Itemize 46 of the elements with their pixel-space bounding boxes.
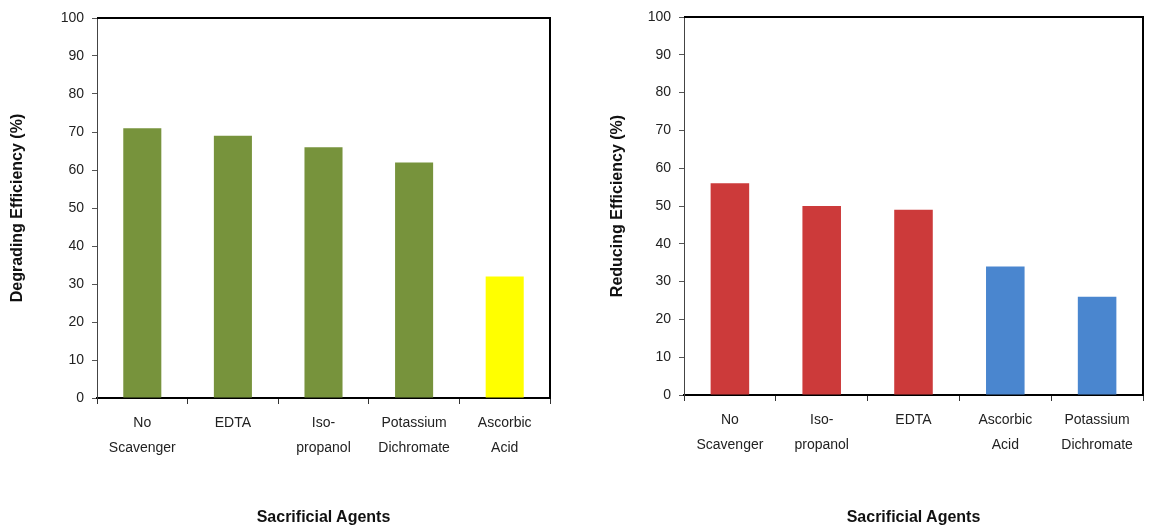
x-tick-label: No Scavenger	[108, 414, 177, 455]
y-tick-label: 60	[68, 160, 85, 177]
y-tick-label: 40	[68, 236, 85, 253]
y-tick-label: 30	[655, 272, 672, 289]
x-tick-label: EDTA	[895, 411, 933, 428]
x-tick-label: Iso-propanol	[794, 411, 849, 452]
bar	[485, 276, 524, 398]
x-axis-title: Sacrificial Agents	[846, 507, 981, 525]
y-axis-title: Degrading Efficiency (%)	[8, 113, 26, 303]
x-axis-title: Sacrificial Agents	[256, 507, 391, 525]
y-tick-label: 80	[655, 83, 672, 100]
bar	[1077, 296, 1117, 395]
x-tick-label: Iso-propanol	[296, 414, 351, 455]
x-tick-label: No Scavenger	[696, 411, 764, 452]
x-tick-label: Potassium Dichromate	[1061, 411, 1134, 452]
bar	[710, 183, 750, 395]
bar	[304, 147, 343, 398]
bar	[123, 128, 162, 398]
y-tick-label: 10	[68, 350, 85, 367]
y-axis-title: Reducing Efficiency (%)	[608, 114, 626, 298]
y-tick-label: 100	[647, 7, 672, 24]
y-tick-label: 100	[60, 8, 85, 25]
y-tick-label: 70	[655, 121, 672, 138]
bar	[986, 266, 1025, 395]
y-tick-label: 30	[68, 274, 85, 291]
y-tick-label: 90	[655, 45, 672, 62]
bar	[395, 162, 434, 398]
x-tick-label: Ascorbic Acid	[978, 411, 1033, 452]
y-tick-label: 60	[655, 159, 672, 176]
x-tick-label: Ascorbic Acid	[477, 414, 532, 455]
bar	[213, 135, 252, 398]
y-tick-label: 80	[68, 84, 85, 101]
y-tick-label: 10	[655, 348, 672, 365]
y-tick-label: 20	[655, 310, 672, 327]
y-tick-label: 0	[663, 385, 672, 402]
y-tick-label: 50	[68, 198, 85, 215]
x-tick-label: EDTA	[214, 414, 252, 431]
y-tick-label: 70	[68, 122, 85, 139]
x-tick-label: Potassium Dichromate	[378, 414, 451, 455]
y-tick-label: 50	[655, 196, 672, 213]
y-tick-label: 90	[68, 46, 85, 63]
y-tick-label: 0	[76, 388, 85, 405]
y-tick-label: 40	[655, 234, 672, 251]
bar	[894, 209, 933, 395]
y-tick-label: 20	[68, 312, 85, 329]
bar	[802, 206, 841, 395]
